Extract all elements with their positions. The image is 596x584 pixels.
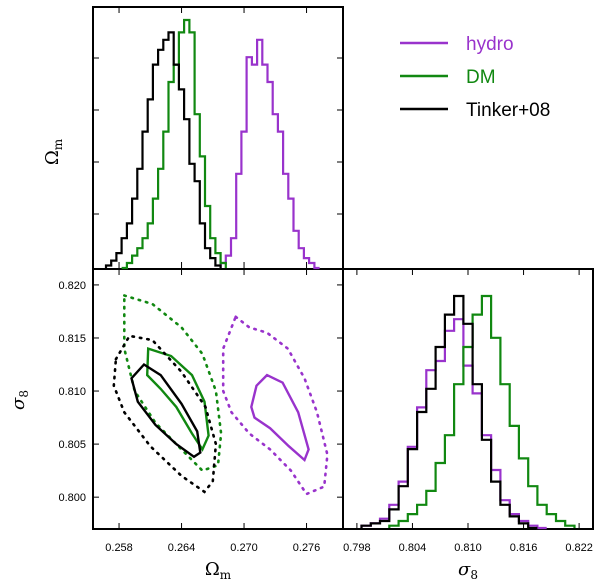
x-tick-label: 0.258 <box>105 542 133 554</box>
sigma8-x-tick-label: 0.822 <box>565 542 593 554</box>
joint-contours <box>112 293 329 496</box>
histogram-hydro <box>219 38 320 270</box>
axis-ticks: 0.258 0.264 0.270 0.276 0.800 0.805 0.810 0.815… <box>58 7 593 554</box>
y-tick-label: 0.805 <box>58 439 86 451</box>
sigma8-x-tick-label: 0.816 <box>510 542 538 554</box>
sigma8-x-tick-label: 0.804 <box>399 542 427 554</box>
y-tick-label: 0.815 <box>58 333 86 345</box>
sigma8-x-tick-label: 0.798 <box>343 542 371 554</box>
top-y-axis-label: Ωm <box>42 138 65 165</box>
contour-dm-inner <box>145 346 210 452</box>
y-tick-label: 0.800 <box>58 492 86 504</box>
omega-m-marginal-panel <box>92 6 344 270</box>
y-tick-label: 0.820 <box>58 280 86 292</box>
joint-contour-panel <box>92 268 344 530</box>
x-tick-label: 0.270 <box>230 542 258 554</box>
omega-m-histograms <box>104 18 320 270</box>
contour-tinker-outer <box>112 334 218 494</box>
y-tick-label: 0.810 <box>58 386 86 398</box>
x-tick-label: 0.276 <box>293 542 321 554</box>
legend-label-dm: DM <box>466 67 496 88</box>
contour-hydro-inner <box>250 373 310 463</box>
histogram-tinker <box>360 294 538 530</box>
histogram-tinker <box>104 31 222 268</box>
histogram-dm <box>388 294 576 528</box>
contour-hydro-outer <box>221 314 329 496</box>
legend-label-hydro: hydro <box>466 34 514 55</box>
sigma8-marginal-panel <box>342 268 594 530</box>
sigma8-histograms <box>360 294 576 530</box>
legend-label-tinker: Tinker+08 <box>466 100 550 121</box>
joint-x-axis-label: Ωm <box>205 559 232 582</box>
joint-y-axis-label: σ8 <box>8 390 31 410</box>
contour-tinker-inner <box>130 362 202 459</box>
sigma8-x-tick-label: 0.810 <box>454 542 482 554</box>
contour-dm-outer <box>123 293 223 473</box>
legend: hydro DM Tinker+08 <box>400 34 550 121</box>
x-tick-label: 0.264 <box>168 542 196 554</box>
sigma8-x-axis-label: σ8 <box>458 559 478 582</box>
